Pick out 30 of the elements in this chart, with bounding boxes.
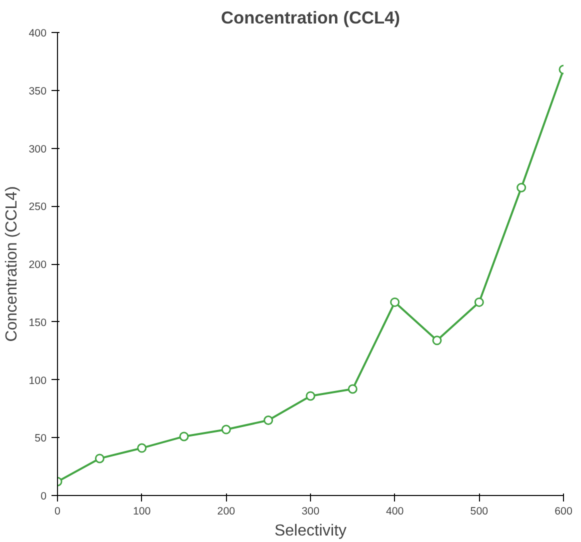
point	[179, 432, 189, 442]
y-tick-label: 50	[34, 432, 47, 445]
point	[516, 182, 526, 192]
point	[432, 336, 442, 346]
x-tick-label: 300	[302, 506, 320, 518]
y-tick-label: 150	[28, 316, 47, 329]
x-axis-title: Selectivity	[274, 522, 347, 540]
point	[264, 416, 274, 426]
y-tick-label: 250	[28, 201, 47, 214]
point	[221, 424, 231, 434]
y-tick-label: 200	[28, 259, 47, 271]
point	[348, 384, 358, 394]
point	[94, 454, 104, 464]
x-tick-label: 600	[554, 506, 572, 518]
y-axis-title: Concentration (CCL4)	[4, 186, 21, 342]
y-tick-label: 300	[28, 143, 47, 156]
x-tick-label: 0	[54, 506, 61, 518]
point	[474, 297, 484, 307]
point	[390, 297, 400, 307]
y-tick-label: 400	[28, 28, 47, 40]
point	[137, 443, 147, 453]
x-tick-label: 100	[132, 506, 151, 518]
y-tick-label: 100	[28, 374, 47, 387]
x-tick-label: 500	[470, 506, 488, 518]
y-tick-label: 0	[40, 490, 47, 502]
point	[306, 391, 316, 401]
chart-title: Concentration (CCL4)	[220, 8, 400, 28]
y-tick-label: 350	[28, 85, 47, 98]
x-tick-label: 200	[217, 506, 236, 518]
x-tick-label: 400	[386, 506, 404, 518]
